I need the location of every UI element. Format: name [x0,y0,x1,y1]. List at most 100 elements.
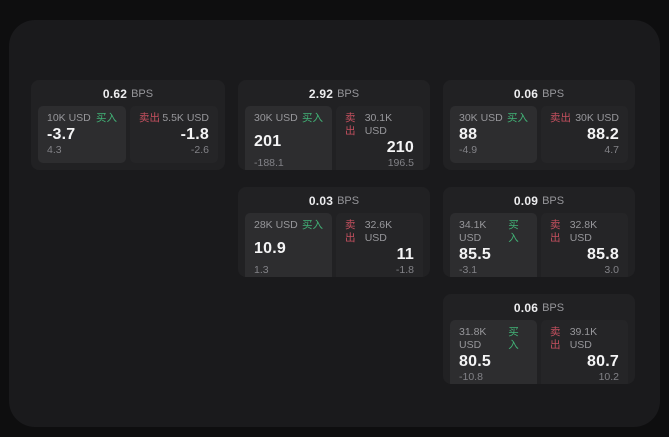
buy-amount: 30K USD [459,112,503,124]
sell-top-row: 卖出 30.1K USD [345,112,414,138]
buy-top-row: 34.1K USD 买入 [459,219,528,245]
sell-change: 3.0 [604,264,619,276]
sell-panel[interactable]: 卖出 32.8K USD 85.8 3.0 [541,213,628,277]
buy-label: 买入 [302,219,323,231]
sell-label: 卖出 [345,112,356,137]
buy-label: 买入 [508,219,519,244]
buy-change: -188.1 [254,157,284,169]
card-header: 0.06 BPS [443,294,635,317]
buy-panel[interactable]: 30K USD 买入 88 -4.9 [450,106,537,163]
sell-panel[interactable]: 卖出 32.6K USD 11 -1.8 [336,213,423,277]
buy-label: 买入 [508,326,519,351]
sell-amount: 39.1K USD [569,326,598,351]
sell-price: -1.8 [180,126,209,143]
sell-label: 卖出 [345,219,356,244]
buy-price: 10.9 [254,239,286,257]
card-body: 10K USD 买入 -3.7 4.3 卖出 5.5K USD -1.8 -2.… [31,103,225,170]
sell-price: 80.7 [587,353,619,370]
buy-change: -4.9 [459,144,478,156]
buy-panel[interactable]: 10K USD 买入 -3.7 4.3 [38,106,126,163]
buy-top-row: 28K USD 买入 [254,219,323,232]
buy-label: 买入 [507,112,528,124]
bps-value: 0.09 [513,193,539,208]
quote-card-1: 0.62 BPS 10K USD 买入 -3.7 4.3 卖出 5.5K USD [31,80,225,170]
buy-change: -10.8 [459,371,483,383]
sell-label: 卖出 [550,112,571,124]
sell-amount: 30K USD [575,112,619,124]
buy-panel[interactable]: 34.1K USD 买入 85.5 -3.1 [450,213,537,277]
bps-unit-label: BPS [131,87,154,100]
buy-panel[interactable]: 30K USD 买入 201 -188.1 [245,106,332,170]
buy-change: -3.1 [459,264,478,276]
sell-amount: 32.8K USD [569,219,598,244]
bps-unit-label: BPS [542,87,565,100]
card-header: 2.92 BPS [238,80,430,103]
bps-value: 0.06 [513,300,539,315]
buy-top-row: 30K USD 买入 [254,112,323,125]
sell-price: 210 [386,139,414,156]
buy-panel[interactable]: 28K USD 买入 10.9 1.3 [245,213,332,277]
bps-unit-label: BPS [542,194,565,207]
bps-value: 2.92 [308,86,334,101]
bps-unit-label: BPS [337,194,360,207]
sell-amount: 30.1K USD [364,112,393,137]
buy-top-row: 30K USD 买入 [459,112,528,125]
buy-price: 88 [459,126,478,143]
buy-price: 201 [254,132,282,150]
sell-change: 10.2 [598,371,619,383]
bps-unit-label: BPS [542,301,565,314]
buy-top-row: 10K USD 买入 [47,112,117,125]
buy-change: 1.3 [254,264,269,276]
bps-value: 0.62 [102,86,128,101]
sell-top-row: 卖出 39.1K USD [550,326,619,352]
sell-top-row: 卖出 5.5K USD [139,112,209,125]
buy-amount: 31.8K USD [459,326,487,351]
sell-change: 4.7 [604,144,619,156]
buy-amount: 34.1K USD [459,219,487,244]
buy-change: 4.3 [47,144,62,156]
buy-amount: 10K USD [47,112,91,124]
buy-amount: 28K USD [254,219,298,231]
sell-amount: 5.5K USD [162,112,209,124]
sell-change: 196.5 [387,157,414,169]
sell-panel[interactable]: 卖出 30.1K USD 210 196.5 [336,106,423,170]
card-header: 0.62 BPS [31,80,225,103]
bps-value: 0.06 [513,86,539,101]
sell-price: 85.8 [587,246,619,263]
quote-card-6: 0.06 BPS 31.8K USD 买入 80.5 -10.8 卖出 39.1… [443,294,635,384]
quote-cards-grid: 0.62 BPS 10K USD 买入 -3.7 4.3 卖出 5.5K USD [31,80,635,384]
buy-price: 85.5 [459,246,491,263]
sell-label: 卖出 [139,112,160,124]
card-body: 30K USD 买入 201 -188.1 卖出 30.1K USD 210 1… [238,103,430,170]
card-header: 0.06 BPS [443,80,635,103]
quote-card-4: 0.03 BPS 28K USD 买入 10.9 1.3 卖出 32.6K US… [238,187,430,277]
buy-panel[interactable]: 31.8K USD 买入 80.5 -10.8 [450,320,537,384]
sell-amount: 32.6K USD [364,219,393,244]
card-body: 34.1K USD 买入 85.5 -3.1 卖出 32.8K USD 85.8… [443,210,635,277]
card-body: 28K USD 买入 10.9 1.3 卖出 32.6K USD 11 -1.8 [238,210,430,277]
quote-card-5: 0.09 BPS 34.1K USD 买入 85.5 -3.1 卖出 32.8K… [443,187,635,277]
quote-card-3: 0.06 BPS 30K USD 买入 88 -4.9 卖出 30K USD [443,80,635,170]
sell-top-row: 卖出 32.8K USD [550,219,619,245]
card-body: 30K USD 买入 88 -4.9 卖出 30K USD 88.2 4.7 [443,103,635,170]
sell-panel[interactable]: 卖出 5.5K USD -1.8 -2.6 [130,106,218,163]
sell-label: 卖出 [550,326,561,351]
buy-amount: 30K USD [254,112,298,124]
sell-panel[interactable]: 卖出 39.1K USD 80.7 10.2 [541,320,628,384]
buy-label: 买入 [96,112,117,124]
buy-label: 买入 [302,112,323,124]
sell-panel[interactable]: 卖出 30K USD 88.2 4.7 [541,106,628,163]
app-panel: 0.62 BPS 10K USD 买入 -3.7 4.3 卖出 5.5K USD [9,20,660,427]
card-body: 31.8K USD 买入 80.5 -10.8 卖出 39.1K USD 80.… [443,317,635,384]
sell-label: 卖出 [550,219,561,244]
sell-top-row: 卖出 30K USD [550,112,619,125]
sell-change: -2.6 [190,144,209,156]
sell-top-row: 卖出 32.6K USD [345,219,414,245]
buy-price: 80.5 [459,353,491,370]
bps-value: 0.03 [308,193,334,208]
buy-price: -3.7 [47,126,76,143]
sell-price: 88.2 [587,126,619,143]
bps-unit-label: BPS [337,87,360,100]
sell-price: 11 [396,246,414,263]
